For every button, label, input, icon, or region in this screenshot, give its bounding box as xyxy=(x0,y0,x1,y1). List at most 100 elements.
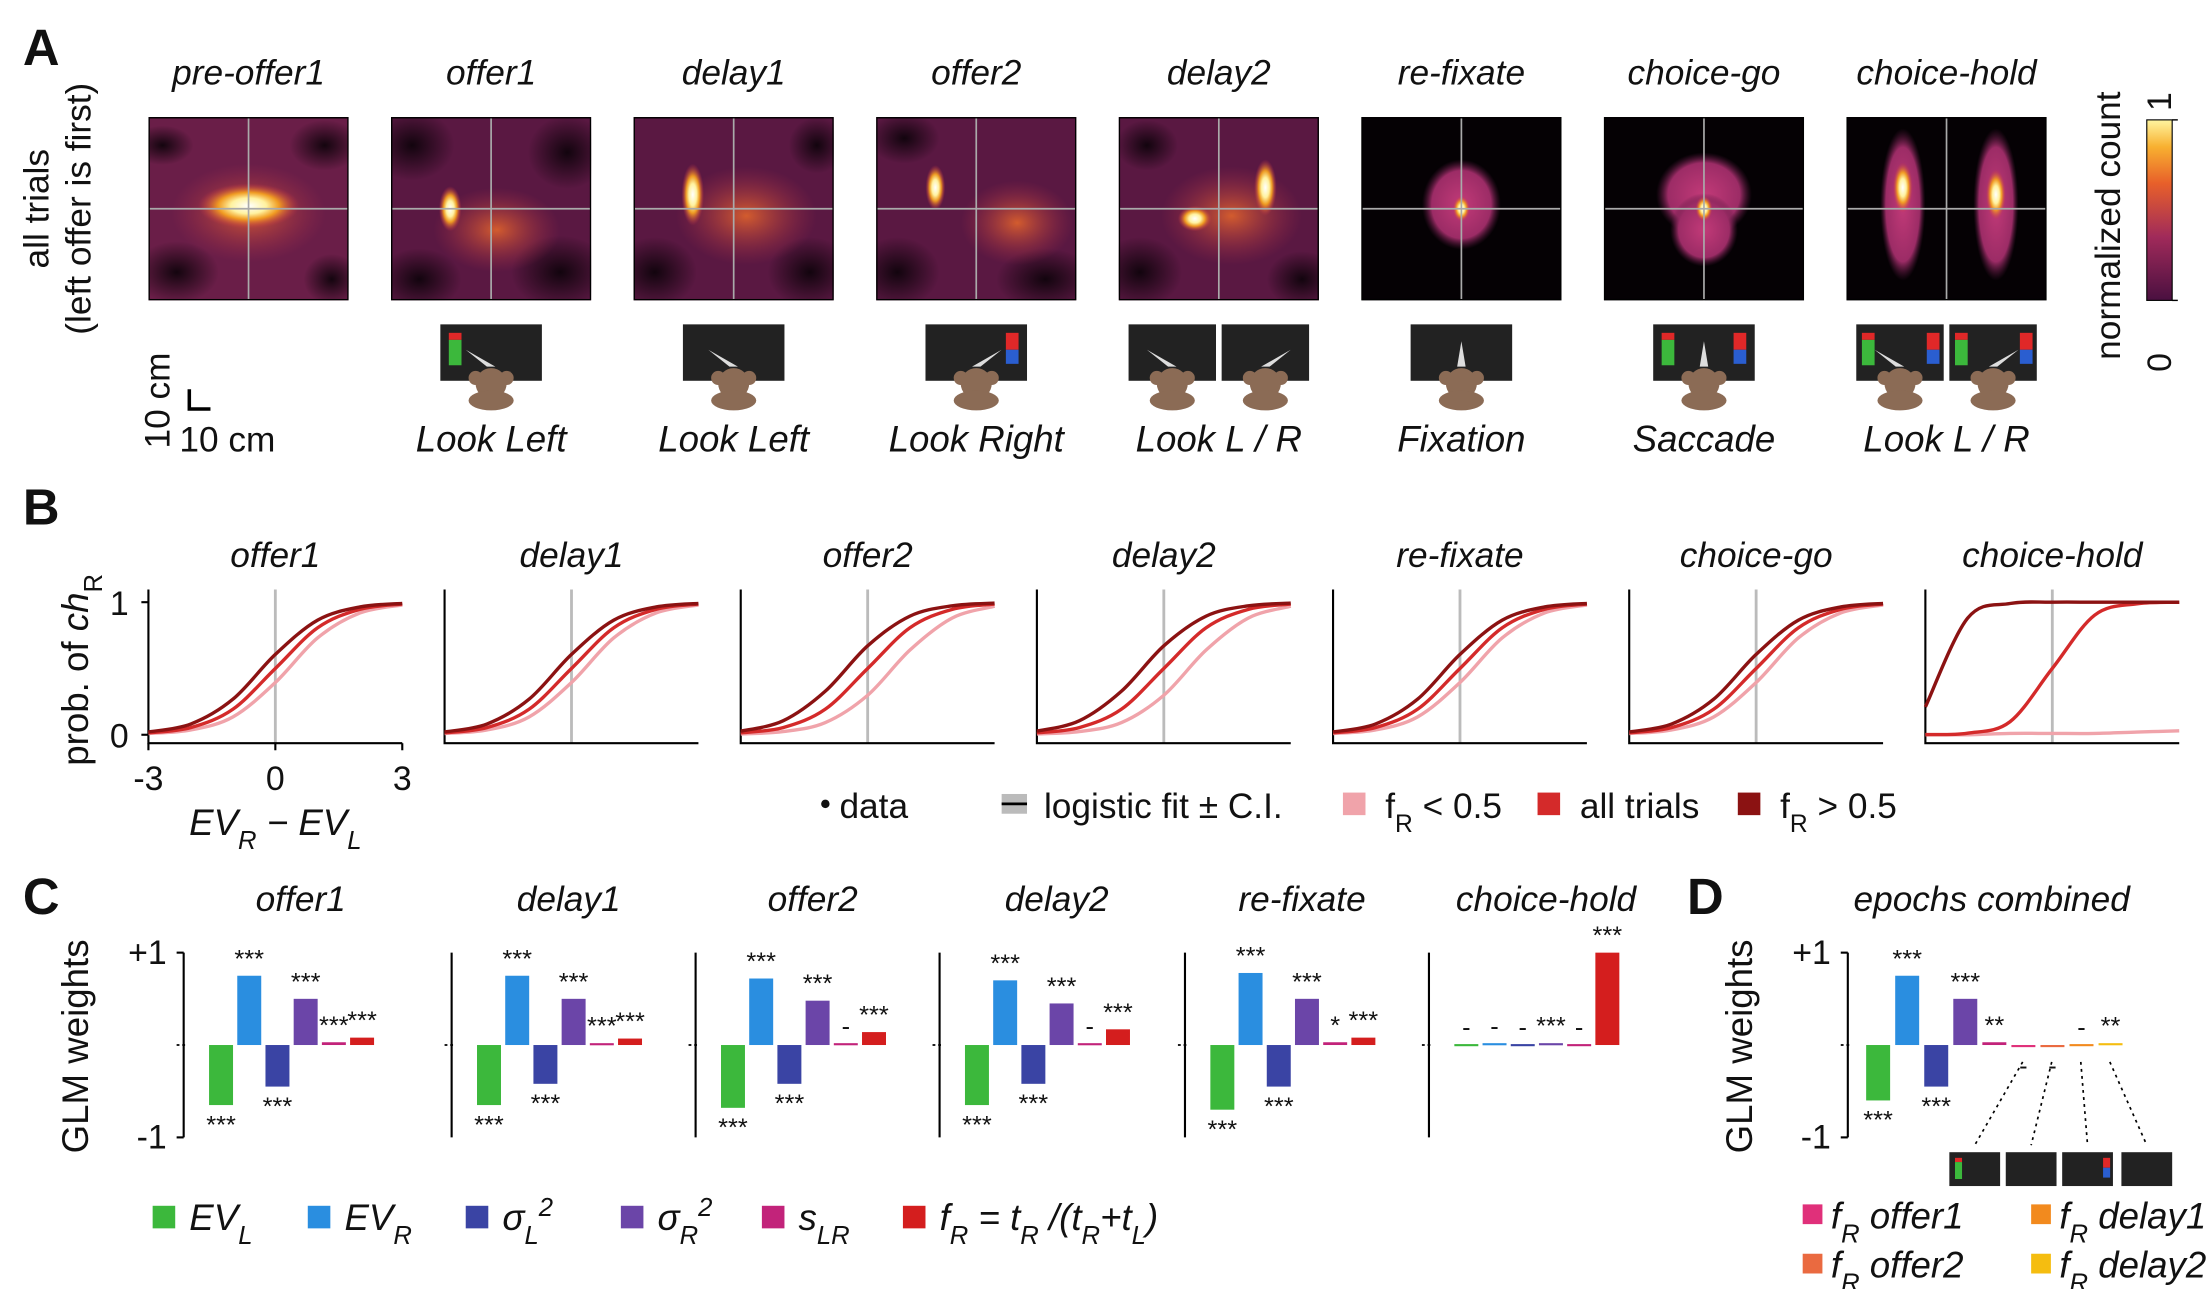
text-part: R xyxy=(1082,1222,1101,1250)
chart-title: choice-go xyxy=(1680,536,1833,575)
chart-title: epochs combined xyxy=(1854,880,2132,919)
bar xyxy=(749,978,774,1046)
significance-label: *** xyxy=(234,945,264,973)
fit-line xyxy=(148,603,403,736)
heatmap-blob xyxy=(681,163,705,226)
y-axis-label: (left offer is first) xyxy=(60,83,99,335)
bar xyxy=(209,1045,234,1106)
gaze xyxy=(708,349,738,367)
heatmap xyxy=(148,117,349,301)
heatmap-blob xyxy=(1177,205,1212,232)
bar xyxy=(720,1045,745,1108)
monkey-body xyxy=(1438,390,1484,411)
bar xyxy=(964,1045,989,1106)
offer-bar xyxy=(1005,332,1019,350)
heatmap-border xyxy=(390,117,592,301)
bar xyxy=(833,1043,858,1046)
gaze xyxy=(1457,341,1466,367)
significance-label: *** xyxy=(746,948,776,976)
heatmap-blob xyxy=(1892,162,1913,213)
significance-label: *** xyxy=(559,968,589,996)
significance-label: - xyxy=(1575,1014,1583,1042)
epoch-title: offer1 xyxy=(446,54,536,93)
fit-line xyxy=(1628,601,1884,734)
monkey-body xyxy=(1681,390,1727,411)
bar xyxy=(350,1037,375,1046)
heatmap-blob xyxy=(1118,236,1183,301)
bar xyxy=(1953,998,1978,1046)
chart-title: re-fixate xyxy=(1238,880,1365,919)
legend-label: all trials xyxy=(1580,787,1699,826)
significance-label: ** xyxy=(1984,1012,2004,1040)
text-part: R xyxy=(2070,1220,2089,1248)
heatmap-blob xyxy=(876,117,940,164)
significance-label: - xyxy=(2048,1052,2056,1080)
connector xyxy=(2079,1061,2089,1146)
text-part: R xyxy=(238,827,257,855)
bar xyxy=(1323,1042,1348,1046)
heatmap-border xyxy=(1361,117,1562,301)
chart-title: re-fixate xyxy=(1396,536,1523,575)
epoch-title: choice-go xyxy=(1628,54,1781,93)
significance-label: *** xyxy=(291,968,321,996)
significance-label: *** xyxy=(1349,1007,1379,1035)
offer-bar xyxy=(448,339,462,366)
legend-label: data xyxy=(839,787,908,826)
heatmap-blob xyxy=(148,125,194,165)
offer-bar xyxy=(1954,332,1968,340)
heatmap-blob xyxy=(633,236,698,301)
text-part: f xyxy=(1385,787,1395,826)
offer-bar xyxy=(1861,332,1875,340)
bar xyxy=(618,1038,643,1046)
text-part: LR xyxy=(817,1222,850,1250)
epoch-icon-offer xyxy=(1954,1162,1963,1179)
bar xyxy=(1021,1045,1046,1084)
significance-label: *** xyxy=(775,1090,805,1118)
significance-label: * xyxy=(1330,1012,1340,1040)
offer-bar xyxy=(448,332,462,340)
significance-label: - xyxy=(1462,1014,1470,1042)
monkey-body xyxy=(953,390,999,411)
offer-bar xyxy=(2019,332,2033,350)
heatmap-blob xyxy=(148,241,219,301)
text-part: L xyxy=(525,1222,539,1250)
text-part: offer2 xyxy=(1860,1245,1964,1286)
epoch-icon-offer xyxy=(2103,1167,2111,1178)
x-tick-label: -3 xyxy=(133,760,163,798)
chart-title: choice-hold xyxy=(1456,880,1638,919)
significance-label: - xyxy=(1086,1013,1094,1041)
legend-marker xyxy=(1737,792,1761,816)
text-part: < 0.5 xyxy=(1413,787,1502,826)
monkey-body xyxy=(468,390,514,411)
bar xyxy=(1294,998,1319,1046)
legend-marker xyxy=(2031,1253,2051,1274)
significance-label: *** xyxy=(803,970,833,998)
text-part: 2 xyxy=(538,1194,553,1222)
fit-line xyxy=(148,602,403,735)
panel-label: B xyxy=(23,479,60,536)
significance-label: - xyxy=(2077,1014,2085,1042)
significance-label: *** xyxy=(962,1111,992,1139)
task-icon xyxy=(1410,324,1513,411)
heatmap xyxy=(390,117,592,301)
chart-title: offer1 xyxy=(256,880,346,919)
heatmap-blob xyxy=(960,180,1074,266)
fit-line xyxy=(1629,603,1884,736)
gaze xyxy=(1699,341,1709,367)
significance-label: *** xyxy=(1103,999,1133,1027)
significance-label: ** xyxy=(2101,1013,2121,1041)
significance-label: *** xyxy=(1921,1093,1951,1121)
heatmap xyxy=(1118,117,1319,301)
epoch-caption: Look Left xyxy=(658,418,811,459)
legend-label: fR > 0.5 xyxy=(1780,787,1897,838)
bar xyxy=(777,1045,802,1084)
text-part: R xyxy=(2070,1270,2089,1289)
scale-label: 10 cm xyxy=(179,420,275,459)
task-icon xyxy=(440,324,542,411)
panel-label: D xyxy=(1687,868,1724,925)
x-tick-label: 0 xyxy=(266,760,285,798)
text-part: σ xyxy=(658,1197,682,1238)
legend-marker xyxy=(1802,1204,1823,1225)
text-part: − EV xyxy=(257,802,351,843)
